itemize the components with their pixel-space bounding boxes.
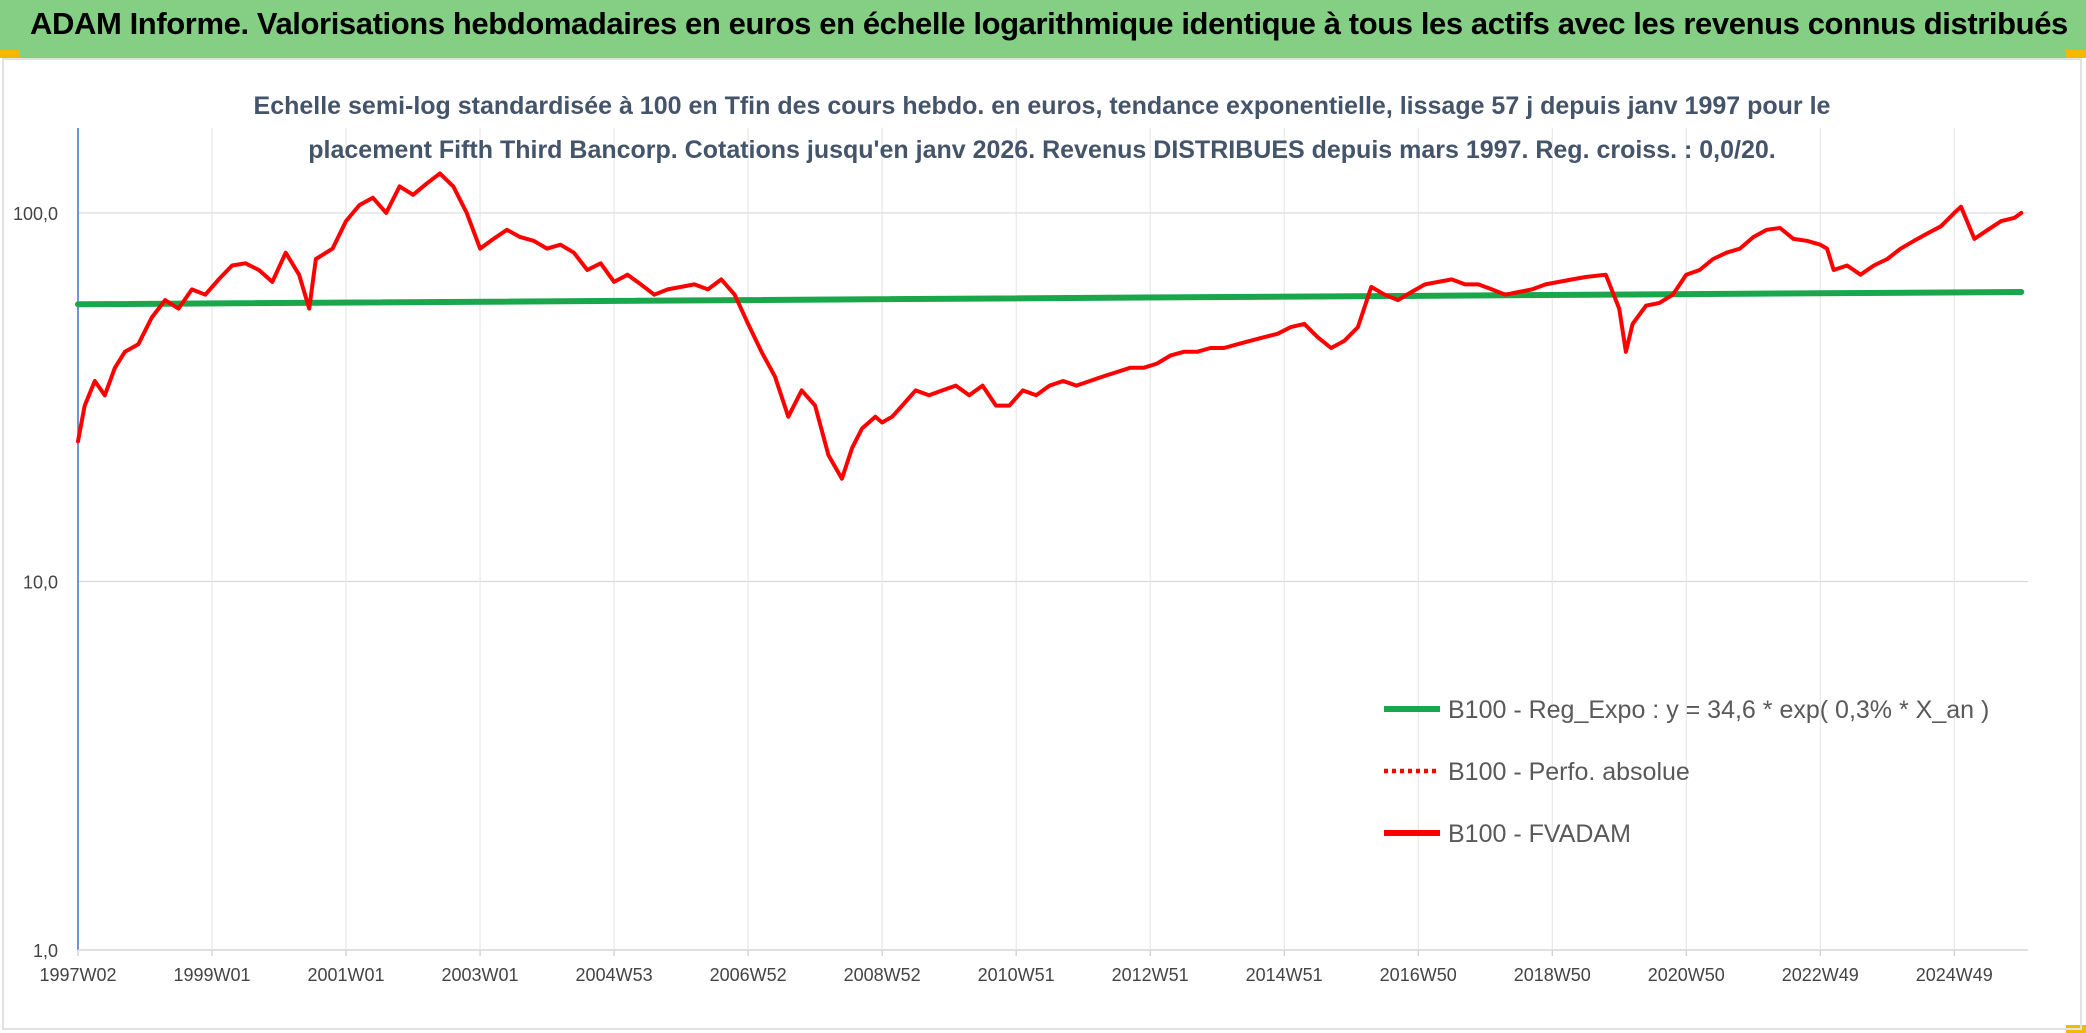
report-title: ADAM Informe. Valorisations hebdomadaire… [30,6,2068,41]
header-bar: ADAM Informe. Valorisations hebdomadaire… [0,0,2086,58]
legend-label-perfo-absolue: B100 - Perfo. absolue [1448,758,1690,786]
axes [77,128,2028,951]
chart-subtitle-line-2: placement Fifth Third Bancorp. Cotations… [308,136,1775,164]
x-tick-label: 2008W52 [844,965,921,985]
series-line-fvadam [76,171,2024,481]
x-tick-label: 2014W51 [1246,965,1323,985]
x-tick-label: 2020W50 [1648,965,1725,985]
legend-item-perfo-absolue[interactable]: B100 - Perfo. absolue [1384,758,1690,786]
legend-label-reg-expo: B100 - Reg_Expo : y = 34,6 * exp( 0,3% *… [1448,696,1989,724]
x-tick-label: 2012W51 [1112,965,1189,985]
series-line-reg-expo [75,289,2025,308]
x-tick-label: 2006W52 [710,965,787,985]
y-tick-label: 1,0 [33,941,58,961]
legend-item-reg-expo[interactable]: B100 - Reg_Expo : y = 34,6 * exp( 0,3% *… [1384,696,1989,724]
legend-label-fvadam: B100 - FVADAM [1448,820,1631,848]
x-tick-label: 2016W50 [1380,965,1457,985]
x-tick-label: 2004W53 [576,965,653,985]
y-tick-label: 100,0 [13,204,58,224]
y-tick-label: 10,0 [23,572,58,592]
x-tick-labels: 1997W02 1999W01 2001W01 2003W01 2004W53 2006W… [39,965,1992,985]
y-tick-labels: 1,0 10,0 100,0 [13,204,58,961]
corner-mark-top-left [0,50,20,58]
series [75,171,2025,481]
x-tick-label: 2022W49 [1782,965,1859,985]
x-tick-label: 1997W02 [39,965,116,985]
x-tick-label: 2010W51 [978,965,1055,985]
x-tick-label: 2024W49 [1916,965,1993,985]
x-tick-label: 2001W01 [308,965,385,985]
legend-item-fvadam[interactable]: B100 - FVADAM [1384,820,1631,848]
grid [77,128,2028,956]
chart-frame [2,58,2082,1030]
x-tick-label: 2018W50 [1514,965,1591,985]
x-tick-label: 1999W01 [173,965,250,985]
x-tick-label: 2003W01 [442,965,519,985]
chart-subtitle-line-1: Echelle semi-log standardisée à 100 en T… [254,92,1831,120]
corner-mark-top-right [2066,50,2086,58]
legend: B100 - Reg_Expo : y = 34,6 * exp( 0,3% *… [1384,696,1989,848]
